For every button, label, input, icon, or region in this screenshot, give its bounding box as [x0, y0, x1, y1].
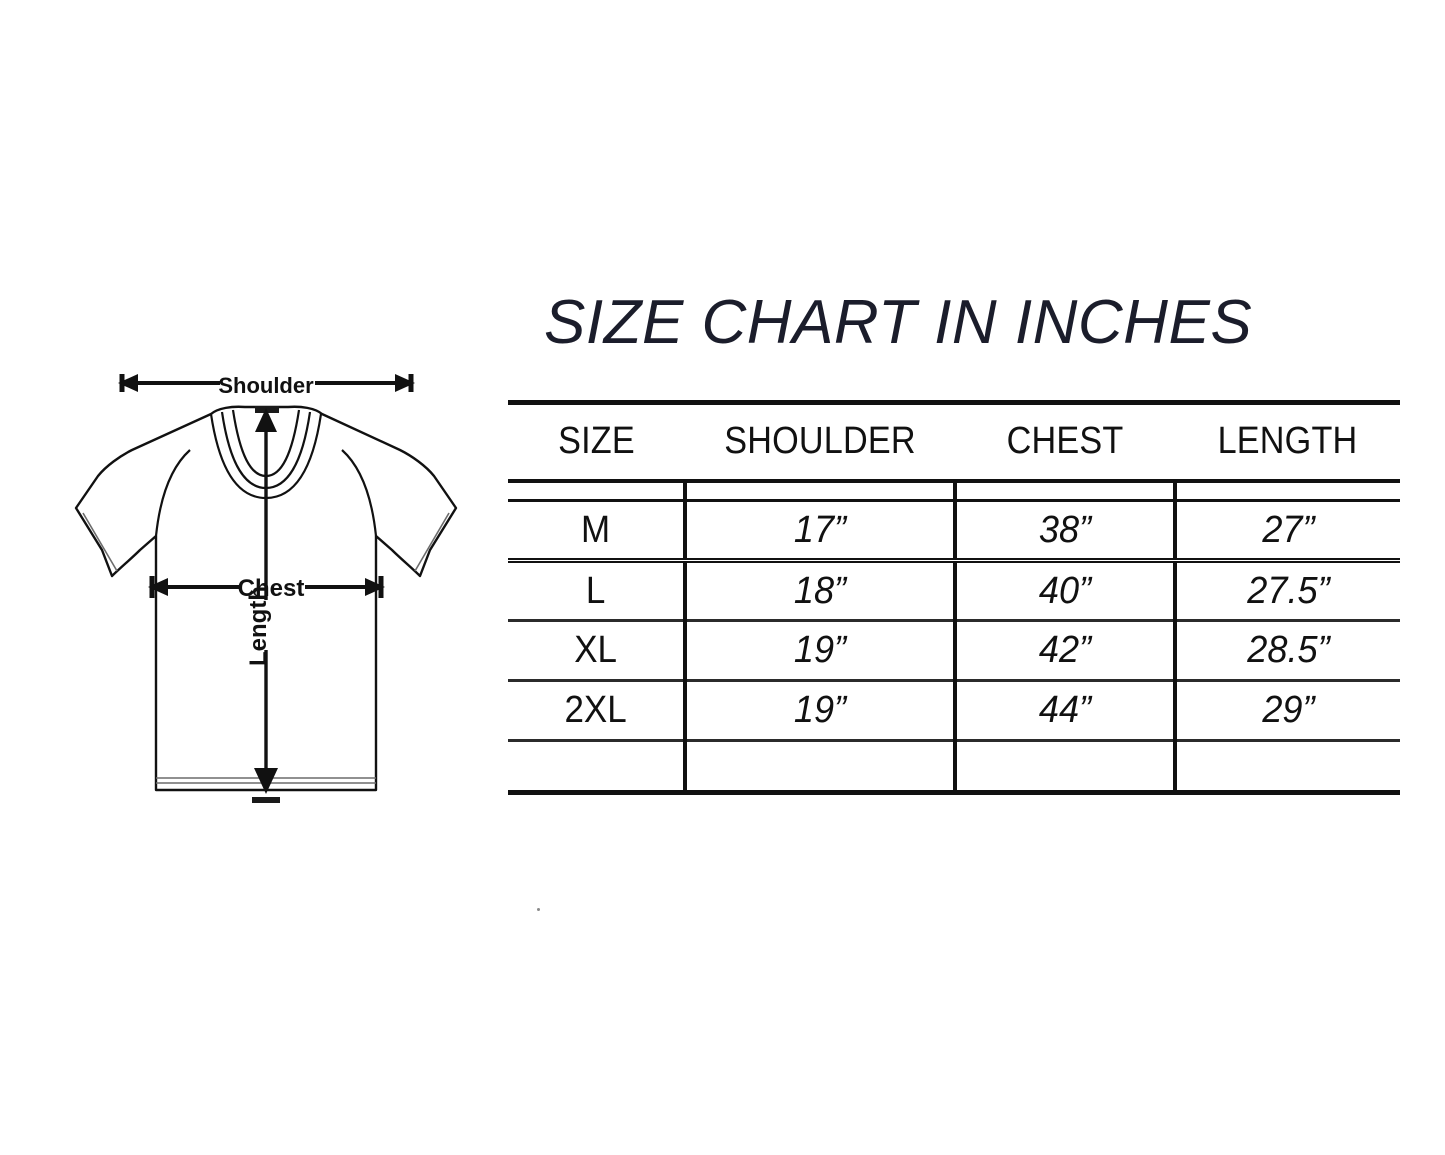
chest-label: Chest	[238, 575, 305, 602]
column-header-chest: CHEST	[966, 400, 1164, 483]
table-row: M 17” 38” 27”	[508, 500, 1400, 563]
table-row: L 18” 40” 27.5”	[508, 560, 1400, 622]
table-row: 2XL 19” 44” 29”	[508, 680, 1400, 742]
cell-size: 2XL	[515, 680, 680, 742]
cell-shoulder: 19”	[691, 680, 951, 742]
sleeve-cuffs	[82, 512, 450, 572]
column-header-length: LENGTH	[1186, 400, 1389, 483]
tshirt-svg: Shoulder	[74, 373, 458, 803]
sleeve-seams	[154, 449, 378, 537]
size-table: SIZE SHOULDER CHEST LENGTH M 17” 38”	[508, 400, 1400, 795]
column-header-size: SIZE	[516, 400, 677, 483]
cell-shoulder: 18”	[691, 560, 951, 622]
empty-cell-size	[508, 740, 687, 795]
collar-tab	[255, 406, 279, 413]
empty-cell-length	[1175, 740, 1400, 795]
rule-cell-size	[508, 480, 687, 502]
cell-size: XL	[515, 620, 680, 682]
cell-chest: 42”	[960, 620, 1172, 682]
empty-cell-shoulder	[685, 740, 957, 795]
cell-length: 27.5”	[1180, 560, 1395, 622]
cell-chest: 44”	[960, 680, 1172, 742]
empty-cell-chest	[955, 740, 1177, 795]
cell-shoulder: 17”	[691, 500, 951, 563]
rule-cell-shoulder	[685, 480, 957, 502]
shoulder-label: Shoulder	[218, 373, 314, 398]
length-label: Length	[245, 586, 272, 666]
table-row: XL 19” 42” 28.5”	[508, 620, 1400, 682]
cell-size: M	[515, 500, 680, 563]
chest-dimension	[148, 576, 385, 598]
length-dimension	[252, 408, 280, 803]
tshirt-diagram: Shoulder	[40, 350, 490, 820]
cell-length: 27”	[1180, 500, 1395, 563]
rule-cell-length	[1175, 480, 1400, 502]
cell-size: L	[515, 560, 680, 622]
size-chart: SIZE CHART IN INCHES SIZE SHOULDER CHEST…	[508, 288, 1400, 808]
chart-title: SIZE CHART IN INCHES	[544, 288, 1253, 357]
cell-length: 29”	[1180, 680, 1395, 742]
scan-speck	[537, 908, 540, 911]
cell-length: 28.5”	[1180, 620, 1395, 682]
cell-shoulder: 19”	[691, 620, 951, 682]
shoulder-dimension	[118, 374, 415, 392]
table-header-row: SIZE SHOULDER CHEST LENGTH	[508, 400, 1400, 483]
table-rule-row	[508, 480, 1400, 502]
cell-chest: 40”	[960, 560, 1172, 622]
column-header-shoulder: SHOULDER	[698, 400, 942, 483]
table-empty-row	[508, 740, 1400, 795]
rule-cell-chest	[955, 480, 1177, 502]
cell-chest: 38”	[960, 500, 1172, 563]
